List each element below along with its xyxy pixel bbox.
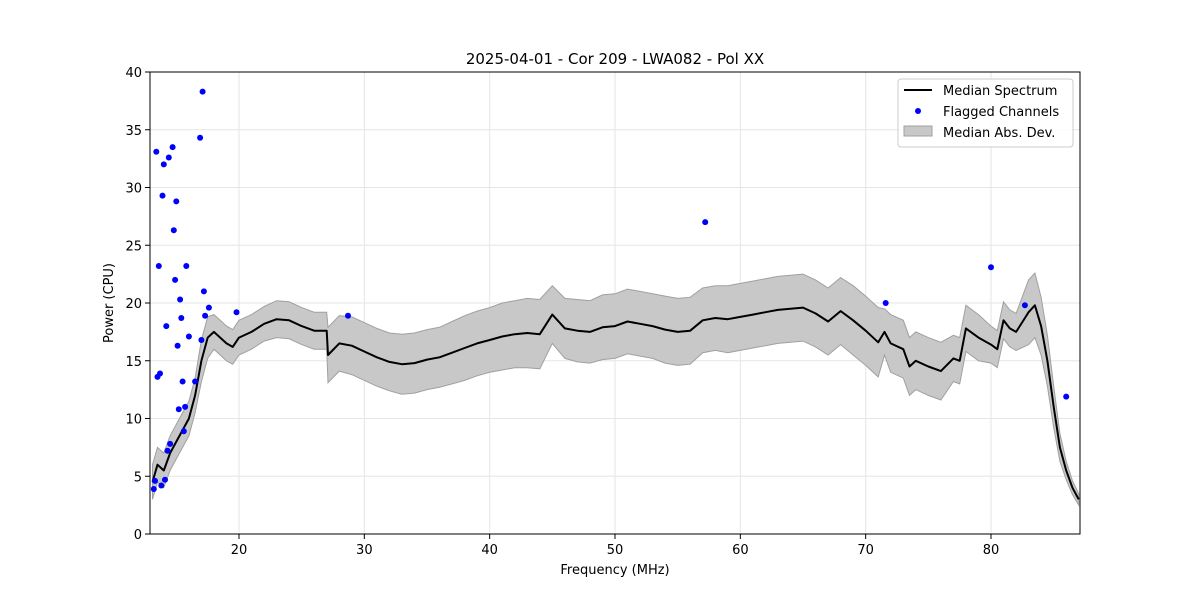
flagged-point bbox=[155, 263, 162, 269]
y-axis-ticks: 0 5 10 15 20 25 30 35 40 bbox=[125, 66, 150, 543]
flagged-point bbox=[178, 315, 185, 321]
legend-label-mad: Median Abs. Dev. bbox=[943, 126, 1055, 141]
flagged-point bbox=[173, 198, 180, 205]
x-axis-label: Frequency (MHz) bbox=[560, 563, 669, 578]
x-tick-label: 20 bbox=[231, 543, 248, 558]
mad-band bbox=[152, 271, 1080, 507]
x-tick-label: 60 bbox=[732, 543, 749, 558]
flagged-point bbox=[175, 406, 182, 413]
flagged-point bbox=[198, 337, 205, 343]
y-tick-label: 0 bbox=[134, 528, 142, 543]
flagged-point bbox=[177, 296, 184, 303]
flagged-point bbox=[199, 88, 206, 95]
x-tick-label: 80 bbox=[983, 543, 1000, 558]
flagged-point bbox=[157, 370, 163, 377]
flagged-point bbox=[164, 447, 171, 454]
median-spectrum-line bbox=[151, 304, 1080, 500]
flagged-point bbox=[179, 378, 186, 385]
flagged-point bbox=[988, 264, 994, 271]
mad-band-layer bbox=[152, 271, 1080, 507]
flagged-point bbox=[170, 227, 177, 234]
y-tick-label: 25 bbox=[125, 239, 142, 254]
flagged-point bbox=[192, 378, 199, 385]
flagged-point bbox=[882, 300, 889, 306]
flagged-point bbox=[167, 440, 174, 447]
x-tick-label: 40 bbox=[481, 543, 498, 558]
flagged-point bbox=[180, 428, 187, 435]
y-tick-label: 40 bbox=[125, 66, 142, 81]
flagged-point bbox=[200, 288, 207, 295]
flagged-point bbox=[345, 312, 351, 319]
flagged-point bbox=[160, 161, 167, 168]
flagged-point bbox=[182, 403, 189, 410]
median-line-layer bbox=[151, 304, 1080, 500]
x-tick-label: 30 bbox=[356, 543, 373, 558]
flagged-point bbox=[183, 263, 190, 269]
chart-title: 2025-04-01 - Cor 209 - LWA082 - Pol XX bbox=[466, 50, 764, 68]
flagged-point bbox=[159, 192, 166, 199]
flagged-point bbox=[158, 482, 165, 489]
flagged-point bbox=[174, 342, 181, 349]
flagged-points-layer bbox=[150, 88, 1070, 492]
flagged-point bbox=[172, 276, 179, 283]
y-axis-label: Power (CPU) bbox=[102, 263, 117, 343]
legend-box bbox=[897, 78, 1074, 148]
flagged-point bbox=[1063, 393, 1070, 400]
flagged-point bbox=[205, 304, 212, 311]
y-tick-label: 5 bbox=[134, 470, 142, 485]
flagged-point bbox=[197, 134, 204, 141]
y-tick-label: 20 bbox=[125, 297, 142, 312]
flagged-point bbox=[233, 309, 240, 316]
flagged-point bbox=[1021, 302, 1028, 309]
legend-marker-swatch bbox=[915, 108, 921, 114]
flagged-point bbox=[202, 312, 209, 319]
flagged-point bbox=[702, 219, 709, 226]
flagged-point bbox=[185, 333, 192, 340]
legend-label-median: Median Spectrum bbox=[943, 84, 1057, 99]
y-tick-label: 15 bbox=[125, 355, 142, 370]
flagged-point bbox=[163, 323, 170, 330]
flagged-point bbox=[150, 486, 157, 492]
flagged-point bbox=[165, 154, 172, 161]
flagged-point bbox=[152, 477, 158, 484]
legend-label-flagged: Flagged Channels bbox=[943, 105, 1059, 120]
y-tick-label: 30 bbox=[125, 182, 142, 197]
y-tick-label: 35 bbox=[125, 124, 142, 139]
y-tick-label: 10 bbox=[125, 413, 142, 428]
flagged-point bbox=[153, 148, 160, 155]
legend: Median Spectrum Flagged Channels Median … bbox=[897, 78, 1074, 148]
x-tick-label: 50 bbox=[607, 543, 624, 558]
x-axis-ticks: 20 30 40 50 60 70 80 bbox=[231, 534, 1000, 558]
flagged-point bbox=[162, 476, 168, 483]
flagged-point bbox=[169, 144, 176, 151]
x-tick-label: 70 bbox=[857, 543, 874, 558]
legend-patch-swatch bbox=[903, 125, 933, 137]
